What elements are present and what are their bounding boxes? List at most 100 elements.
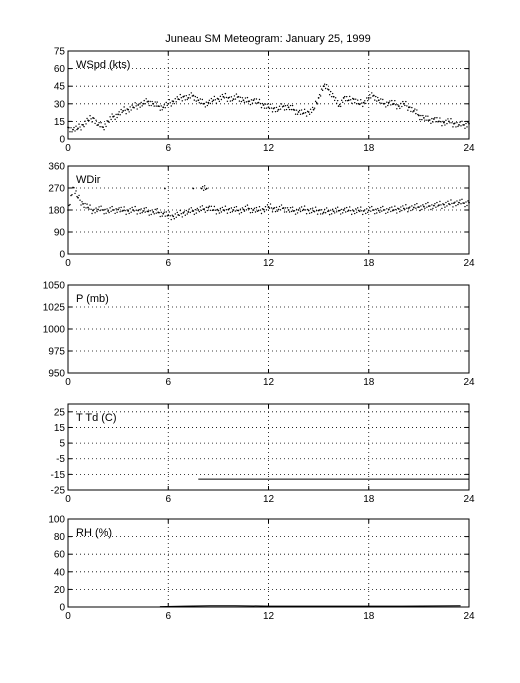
- data-point: [258, 98, 261, 101]
- x-tick-label: 12: [263, 494, 275, 505]
- data-point: [399, 107, 401, 110]
- data-point: [119, 211, 121, 213]
- data-point: [314, 206, 317, 208]
- data-point: [437, 205, 439, 207]
- data-point: [194, 95, 197, 98]
- data-point: [455, 204, 457, 207]
- y-tick-label: 180: [48, 206, 65, 217]
- data-point: [275, 106, 278, 109]
- data-point: [278, 205, 281, 208]
- data-point: [181, 216, 183, 218]
- data-point: [201, 205, 204, 207]
- data-point: [447, 118, 449, 120]
- data-point: [357, 207, 359, 209]
- data-point: [131, 104, 133, 106]
- data-point: [376, 212, 378, 214]
- data-point: [402, 102, 405, 105]
- data-point: [433, 204, 435, 207]
- data-point: [128, 111, 130, 113]
- data-point: [200, 209, 203, 212]
- data-point: [291, 206, 294, 208]
- data-point: [299, 113, 302, 115]
- data-point: [207, 101, 210, 104]
- data-point: [193, 213, 196, 216]
- data-point: [265, 209, 268, 211]
- data-point: [192, 210, 195, 212]
- x-tick-label: 18: [363, 377, 375, 388]
- data-point: [377, 209, 380, 212]
- data-point: [164, 107, 166, 109]
- data-point: [185, 94, 187, 97]
- data-point: [320, 88, 323, 90]
- data-point: [325, 207, 328, 209]
- data-point: [94, 122, 96, 125]
- data-point: [457, 125, 459, 128]
- data-point: [179, 209, 181, 212]
- data-point: [371, 92, 373, 94]
- data-point: [139, 106, 141, 108]
- data-point: [366, 97, 368, 99]
- data-point: [390, 210, 392, 213]
- data-point: [153, 213, 155, 215]
- data-point: [312, 108, 315, 111]
- data-point: [242, 99, 245, 102]
- data-point: [261, 102, 264, 105]
- data-point: [215, 213, 218, 215]
- data-point: [152, 211, 155, 213]
- data-point: [145, 98, 147, 100]
- data-point: [458, 201, 460, 204]
- data-point: [417, 206, 420, 208]
- data-point: [327, 88, 330, 91]
- data-point: [280, 204, 283, 206]
- data-point: [355, 98, 357, 100]
- data-point: [188, 208, 191, 210]
- data-point: [420, 205, 422, 207]
- data-point: [83, 125, 85, 128]
- data-point: [192, 94, 195, 97]
- data-point: [206, 104, 209, 107]
- data-point: [290, 108, 293, 111]
- data-point: [436, 117, 438, 119]
- data-point: [410, 209, 412, 212]
- data-point: [118, 111, 120, 113]
- data-point: [364, 100, 366, 102]
- data-point: [380, 98, 382, 100]
- data-point: [118, 207, 120, 209]
- data-point: [193, 99, 196, 101]
- y-tick-label: -5: [56, 454, 65, 465]
- y-tick-label: 975: [48, 347, 65, 358]
- data-point: [339, 105, 342, 108]
- data-point: [82, 124, 84, 126]
- data-point: [315, 209, 318, 212]
- data-point: [244, 97, 247, 99]
- x-tick-label: 6: [165, 143, 171, 154]
- data-point: [387, 208, 390, 211]
- data-point: [264, 206, 267, 208]
- data-point: [207, 206, 210, 209]
- data-point: [298, 109, 301, 112]
- data-point: [234, 98, 237, 100]
- data-point: [100, 205, 102, 207]
- x-tick-label: 0: [65, 611, 71, 622]
- data-point: [327, 210, 330, 212]
- data-point: [427, 201, 429, 204]
- data-point: [303, 108, 306, 111]
- data-point: [352, 98, 355, 101]
- data-point: [343, 95, 346, 98]
- data-point: [205, 206, 208, 209]
- data-point: [128, 212, 130, 215]
- data-point: [239, 208, 242, 210]
- x-tick-label: 0: [65, 494, 71, 505]
- data-point: [424, 207, 426, 209]
- data-point: [466, 126, 468, 128]
- data-point: [466, 204, 468, 207]
- data-point: [217, 98, 220, 101]
- data-point: [302, 112, 305, 115]
- data-point: [406, 207, 408, 209]
- data-point: [345, 206, 348, 209]
- data-point: [306, 208, 309, 211]
- data-point: [372, 209, 375, 211]
- data-point: [159, 109, 161, 111]
- data-point: [321, 89, 324, 92]
- data-point: [289, 104, 292, 107]
